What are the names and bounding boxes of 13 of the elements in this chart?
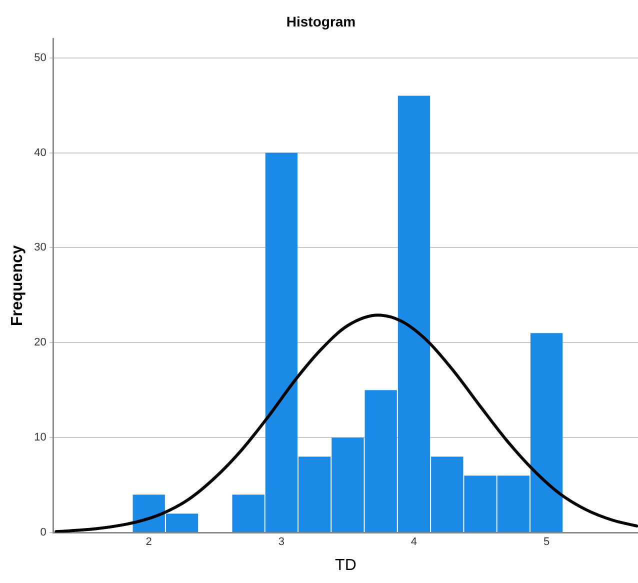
x-tick-label: 2 (146, 536, 152, 548)
x-tick-label: 5 (543, 536, 550, 548)
chart-title: Histogram (286, 13, 356, 30)
x-tick-label: 3 (278, 536, 284, 548)
y-tick-label: 20 (34, 336, 46, 349)
y-tick-label: 40 (34, 146, 46, 159)
y-tick-label: 10 (34, 432, 46, 444)
y-tick-label: 30 (34, 242, 46, 254)
x-axis-title: TD (335, 556, 356, 574)
y-tick-label: 0 (40, 526, 46, 539)
y-axis-title: Frequency (9, 245, 26, 326)
y-tick-label: 50 (34, 52, 46, 64)
x-tick-label: 4 (410, 536, 418, 548)
